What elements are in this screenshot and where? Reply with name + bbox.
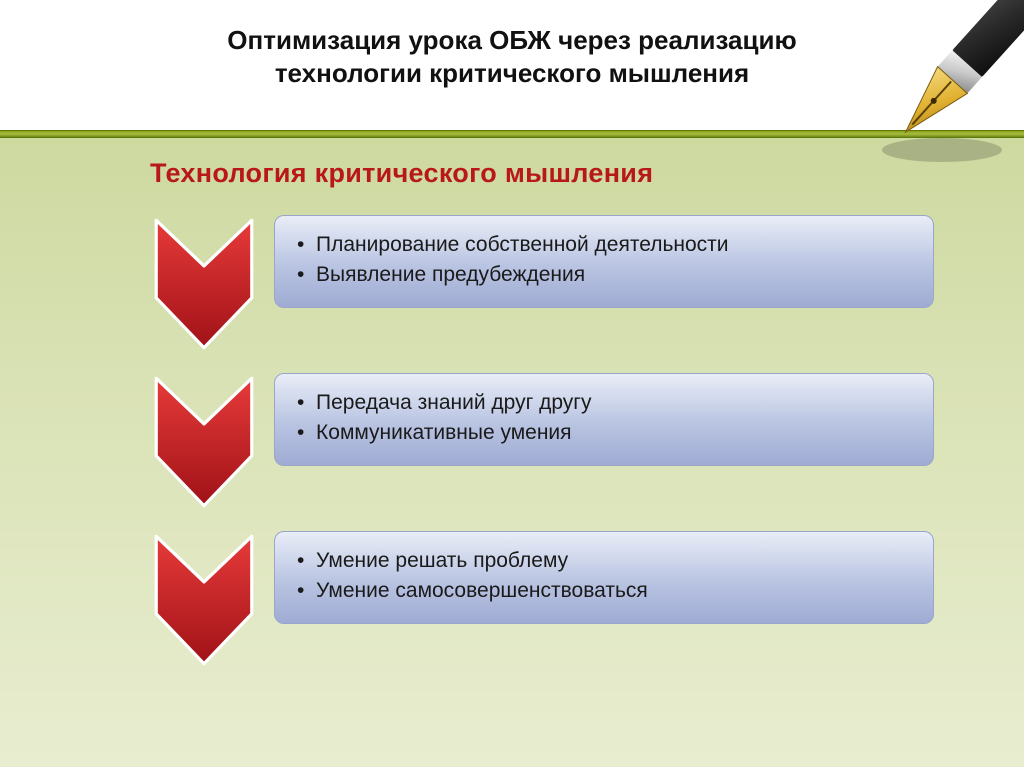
slide-title: Оптимизация урока ОБЖ через реализацию т… <box>60 24 964 89</box>
title-line-2: технологии критического мышления <box>275 58 749 88</box>
info-card: Планирование собственной деятельностиВыя… <box>274 215 934 308</box>
diagram-row: Планирование собственной деятельностиВыя… <box>150 215 934 353</box>
chevron-icon <box>150 373 258 511</box>
title-line-1: Оптимизация урока ОБЖ через реализацию <box>227 25 796 55</box>
card-list-item: Умение решать проблему <box>297 546 911 576</box>
subtitle: Технология критического мышления <box>150 158 934 189</box>
chevron-icon <box>150 215 258 353</box>
card-list-item: Передача знаний друг другу <box>297 388 911 418</box>
card-list: Планирование собственной деятельностиВыя… <box>297 230 911 291</box>
card-list-item: Умение самосовершенствоваться <box>297 576 911 606</box>
slide-header: Оптимизация урока ОБЖ через реализацию т… <box>0 0 1024 130</box>
card-list: Передача знаний друг другуКоммуникативны… <box>297 388 911 449</box>
diagram-rows: Планирование собственной деятельностиВыя… <box>150 215 934 669</box>
info-card: Передача знаний друг другуКоммуникативны… <box>274 373 934 466</box>
card-list-item: Планирование собственной деятельности <box>297 230 911 260</box>
info-card: Умение решать проблемуУмение самосоверше… <box>274 531 934 624</box>
card-list: Умение решать проблемуУмение самосоверше… <box>297 546 911 607</box>
slide-content: Технология критического мышления Планиро… <box>0 130 1024 669</box>
card-list-item: Коммуникативные умения <box>297 418 911 448</box>
diagram-row: Передача знаний друг другуКоммуникативны… <box>150 373 934 511</box>
card-list-item: Выявление предубеждения <box>297 260 911 290</box>
chevron-icon <box>150 531 258 669</box>
diagram-row: Умение решать проблемуУмение самосоверше… <box>150 531 934 669</box>
accent-divider <box>0 130 1024 138</box>
